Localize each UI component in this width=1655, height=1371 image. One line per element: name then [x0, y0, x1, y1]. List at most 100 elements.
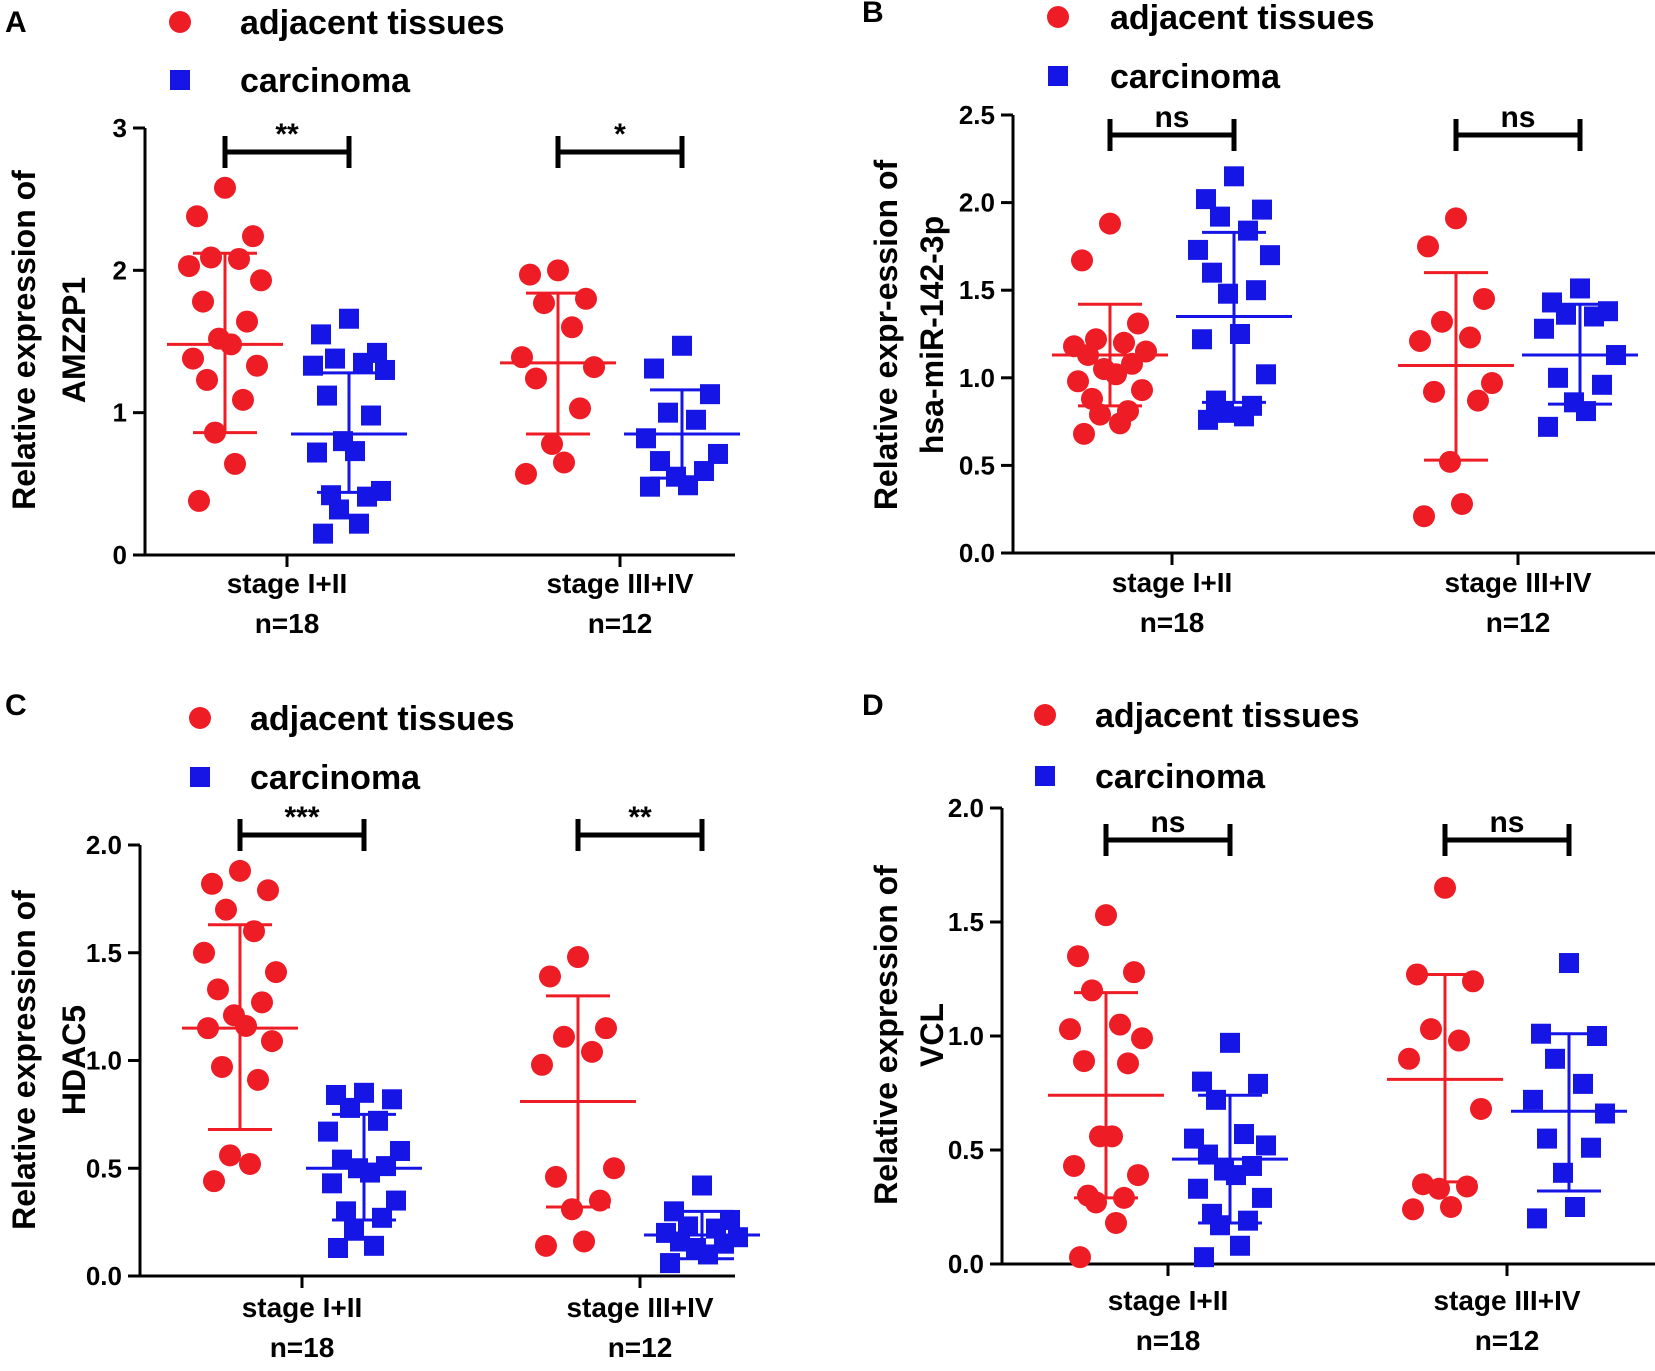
carcinoma-point [372, 1207, 392, 1228]
carcinoma-series [1522, 278, 1638, 437]
carcinoma-point [1214, 402, 1234, 423]
carcinoma-point [357, 486, 377, 507]
x-category-n: n=12 [1486, 607, 1551, 638]
x-category-label: stage III+IV [1433, 1285, 1580, 1316]
adjacent-point [1402, 1198, 1424, 1221]
carcinoma-point [322, 1173, 342, 1194]
x-category-n: n=12 [608, 1332, 673, 1363]
carcinoma-point [386, 1190, 406, 1211]
y-tick-label: 0.0 [948, 1249, 984, 1279]
adjacent-point [219, 1144, 241, 1167]
carcinoma-point [1256, 364, 1276, 385]
carcinoma-point [1534, 318, 1554, 339]
carcinoma-point [1587, 1026, 1607, 1046]
carcinoma-point [644, 358, 664, 379]
carcinoma-point [660, 1253, 680, 1274]
adjacent-point [561, 316, 583, 339]
panel-letter: B [862, 0, 884, 29]
adjacent-point [196, 368, 218, 391]
carcinoma-point [1210, 1215, 1230, 1236]
adjacent-point [567, 946, 589, 969]
x-category-label: stage I+II [227, 568, 348, 599]
x-category-n: n=18 [270, 1332, 335, 1363]
panel-letter: D [862, 689, 884, 722]
y-axis-label-line1: Relative expression of [6, 170, 42, 510]
carcinoma-point [1234, 406, 1254, 427]
legend-adjacent-label: adjacent tissues [1095, 697, 1360, 735]
carcinoma-point [1592, 374, 1612, 395]
carcinoma-point [1538, 416, 1558, 437]
carcinoma-point [1238, 1210, 1258, 1231]
adjacent-series [500, 259, 616, 485]
carcinoma-point [353, 352, 373, 373]
carcinoma-point [349, 513, 369, 534]
legend-adjacent-marker [1047, 6, 1069, 28]
adjacent-point [595, 1017, 617, 1040]
carcinoma-point [1242, 1155, 1262, 1176]
carcinoma-point [1196, 189, 1216, 210]
adjacent-series [182, 859, 298, 1193]
carcinoma-point [1573, 1073, 1593, 1094]
adjacent-point [1095, 904, 1117, 927]
carcinoma-point [708, 443, 728, 464]
carcinoma-point [332, 1149, 352, 1170]
adjacent-point [1071, 249, 1093, 272]
adjacent-point [1067, 945, 1089, 968]
adjacent-point [1434, 876, 1456, 899]
carcinoma-point [1188, 239, 1208, 260]
adjacent-point [553, 451, 575, 474]
carcinoma-point [700, 384, 720, 405]
x-category-n: n=18 [255, 608, 320, 639]
adjacent-point [511, 346, 533, 369]
carcinoma-point [354, 1082, 374, 1103]
adjacent-point [203, 1170, 225, 1193]
carcinoma-point [1220, 1032, 1240, 1053]
adjacent-point [1089, 403, 1111, 426]
y-axis-label-line2: AMZ2P1 [56, 277, 92, 403]
adjacent-point [1409, 330, 1431, 353]
carcinoma-point [678, 475, 698, 496]
y-tick-label: 0.0 [86, 1261, 122, 1291]
legend-carcinoma-marker [1035, 766, 1055, 786]
adjacent-point [569, 397, 591, 420]
adjacent-point [1123, 961, 1145, 984]
carcinoma-point [1556, 304, 1576, 325]
adjacent-point [1105, 363, 1127, 386]
adjacent-point [1081, 979, 1103, 1002]
carcinoma-point [1206, 1089, 1226, 1110]
y-tick-label: 1.0 [948, 1021, 984, 1051]
adjacent-point [1470, 1097, 1492, 1120]
legend-adjacent-marker [189, 707, 211, 729]
adjacent-point [515, 462, 537, 485]
carcinoma-point [361, 405, 381, 426]
legend-carcinoma-marker [170, 70, 190, 90]
carcinoma-point [375, 359, 395, 380]
carcinoma-point [336, 1201, 356, 1222]
carcinoma-point [382, 1089, 402, 1110]
adjacent-point [1113, 331, 1135, 354]
adjacent-point [200, 246, 222, 269]
significance-label: ns [1489, 806, 1524, 839]
carcinoma-series [644, 1175, 760, 1274]
carcinoma-series [1511, 953, 1627, 1229]
adjacent-point [1473, 287, 1495, 310]
y-axis-label-line1: Relative expression of [868, 865, 904, 1205]
carcinoma-point [313, 523, 333, 544]
carcinoma-point [1230, 1235, 1250, 1256]
adjacent-point [603, 1157, 625, 1180]
adjacent-point [182, 347, 204, 370]
adjacent-point [1417, 235, 1439, 258]
y-axis-label-line1: Relative expr-ession of [868, 159, 904, 510]
carcinoma-point [328, 1237, 348, 1258]
carcinoma-series [291, 308, 407, 544]
y-tick-label: 2.0 [86, 830, 122, 860]
adjacent-point [1467, 389, 1489, 412]
adjacent-point [207, 978, 229, 1001]
adjacent-point [1459, 326, 1481, 349]
adjacent-point [573, 1230, 595, 1253]
carcinoma-point [1545, 1048, 1565, 1069]
significance-label: ns [1154, 101, 1189, 134]
adjacent-point [215, 898, 237, 921]
